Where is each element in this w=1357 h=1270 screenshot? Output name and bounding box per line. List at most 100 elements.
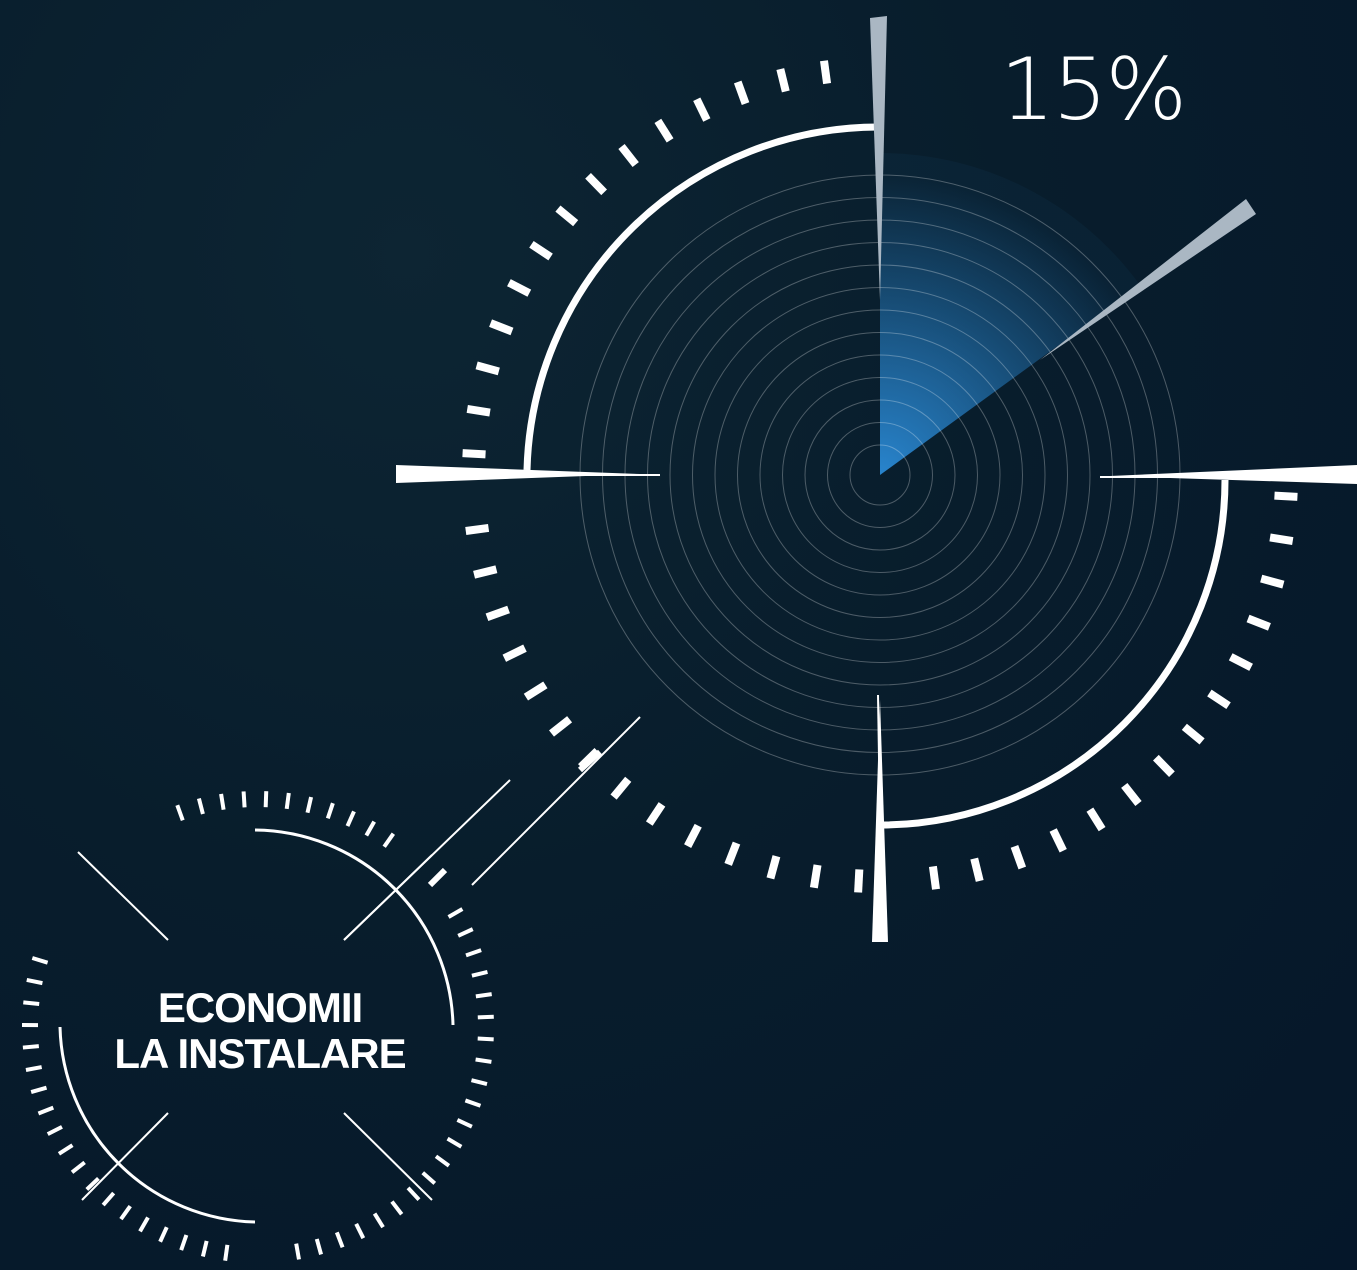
dial-tick	[475, 361, 500, 376]
small-dial-tick	[464, 1098, 482, 1108]
small-dial-tick	[372, 1212, 385, 1229]
needle-top	[870, 16, 887, 300]
dial-tick	[549, 716, 573, 737]
small-dial-tick	[475, 1057, 492, 1064]
dial-tick	[724, 841, 741, 866]
needle-right	[1110, 465, 1357, 484]
radar-ring	[714, 309, 1046, 641]
small-dial-tick	[31, 956, 49, 965]
small-dial-tick	[345, 810, 356, 827]
radar-ring	[759, 354, 1001, 596]
small-dial-tick	[158, 1226, 169, 1243]
small-dial-tick	[284, 792, 291, 810]
small-dial-tick	[223, 1244, 230, 1261]
small-dial-tick	[406, 1186, 421, 1201]
dial-tick	[854, 869, 864, 893]
dial-tick	[618, 144, 639, 168]
dial-tick	[1121, 782, 1142, 806]
dial-tick	[473, 565, 498, 579]
dial-tick	[1153, 754, 1175, 777]
small-dial-tick	[446, 1136, 463, 1149]
dial-tick	[645, 802, 666, 826]
dial-tick	[1260, 574, 1285, 589]
radar-ring	[827, 422, 933, 528]
radar-ring	[804, 399, 956, 551]
small-dial-tick	[179, 1234, 189, 1251]
dial-tick	[766, 855, 781, 880]
dial-tick	[1207, 689, 1231, 710]
dial-tick	[970, 857, 984, 882]
small-dial-tick	[364, 820, 376, 837]
dial-tick	[1274, 491, 1298, 501]
dial-tick	[529, 240, 553, 261]
savings-label: ECONOMII LA INSTALARE	[60, 985, 460, 1077]
dial-tick	[555, 205, 579, 227]
dial-tick	[1269, 533, 1294, 546]
small-dial-tick	[37, 1105, 55, 1116]
small-dial-tick	[119, 1204, 132, 1221]
needle-left	[396, 465, 640, 483]
radar-arc-upper-left	[523, 123, 879, 471]
small-dial-tick	[314, 1238, 323, 1255]
small-dial-tick	[305, 796, 314, 814]
dial-tick	[693, 97, 711, 122]
dial-tick	[485, 605, 510, 622]
dial-tick	[1181, 723, 1205, 745]
small-dial-tick	[390, 1200, 404, 1216]
dial-tick	[684, 823, 702, 848]
label-line-1: ECONOMII	[157, 984, 363, 1031]
dial-tick	[507, 279, 532, 297]
small-dial-tick	[354, 1222, 366, 1240]
radar-ring	[737, 332, 1023, 618]
small-dial-tick	[23, 1000, 40, 1006]
dial-tick	[1086, 807, 1106, 832]
small-dial-tick	[457, 927, 474, 938]
needle-diagonal	[1040, 199, 1256, 360]
dial-tick	[523, 681, 548, 701]
dial-tick	[502, 644, 527, 662]
small-dial-tick	[25, 1065, 43, 1072]
small-dial-tick	[421, 1171, 437, 1185]
small-dial-tick	[70, 1160, 86, 1174]
small-dial-tick	[138, 1216, 150, 1233]
dial-tick	[654, 118, 674, 143]
small-dial-tick	[475, 992, 492, 999]
small-dial-tick	[325, 802, 335, 820]
dial-tick	[733, 80, 750, 105]
small-dial-tick	[334, 1231, 345, 1249]
dial-tick	[928, 865, 940, 890]
dial-tick	[489, 319, 514, 336]
small-dial-tick	[470, 1078, 488, 1087]
small-dial-tick	[263, 791, 269, 808]
dial-tick	[1049, 828, 1067, 853]
small-dial-tick	[382, 832, 396, 848]
dial-tick	[462, 449, 486, 459]
dial-tick	[1010, 845, 1027, 870]
dial-tick	[1228, 653, 1253, 671]
small-dial-tick	[434, 1154, 451, 1168]
small-dial-tick	[465, 948, 482, 958]
small-dial-tick	[57, 1143, 74, 1156]
small-dial-tick	[294, 1243, 301, 1260]
small-dial-tick	[26, 977, 43, 986]
small-dial-tick	[477, 1014, 494, 1020]
radar-sweep-sector	[880, 153, 1141, 475]
radar-ring	[849, 444, 911, 506]
radar-ring	[782, 377, 978, 573]
small-dial-tick	[219, 793, 226, 811]
small-dial-tick	[241, 791, 247, 808]
needle-bottom	[872, 700, 888, 942]
radar-arc-lower-right	[881, 479, 1229, 829]
small-dial-tick	[22, 1044, 40, 1050]
dial-tick	[466, 404, 491, 417]
dial-tick	[809, 864, 822, 889]
small-dial-tick	[101, 1191, 116, 1207]
small-dial	[21, 791, 494, 1261]
small-dial-tick	[85, 1176, 100, 1191]
dial-tick	[610, 776, 632, 800]
dial-tick	[585, 173, 607, 196]
dial-tick	[1246, 614, 1271, 631]
small-dial-tick	[447, 907, 464, 919]
small-dial-tick	[46, 1125, 63, 1136]
